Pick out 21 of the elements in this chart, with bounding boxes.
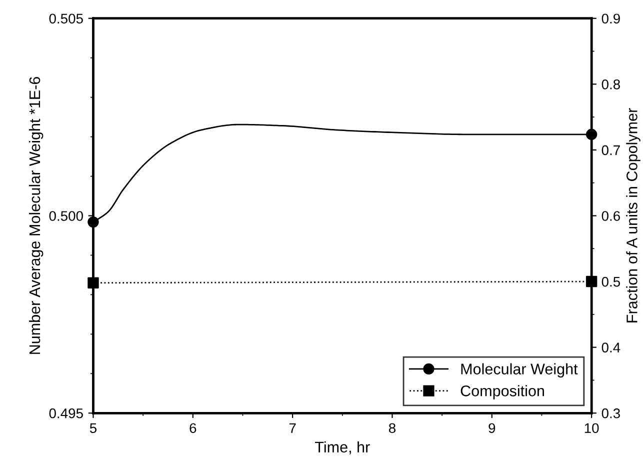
x-axis-title: Time, hr (315, 441, 370, 454)
y2-tick-label: 0.6 (602, 211, 620, 221)
x-tick-label: 7 (289, 423, 296, 433)
x-tick-label: 8 (388, 423, 396, 434)
y2-tick-label: 0.9 (602, 14, 620, 24)
y-tick-label: 0.505 (49, 14, 83, 24)
x-tick-label: 5 (90, 423, 97, 434)
x-tick-label: 10 (584, 423, 599, 434)
y2-tick-label: 0.3 (602, 408, 620, 418)
y-tick-label: 0.495 (49, 408, 83, 418)
y2-tick-label: 0.5 (602, 276, 620, 287)
y2-tick-label: 0.4 (602, 342, 620, 352)
y-axis-title: Number Average Molecular Weight *1E-6 (28, 76, 44, 354)
legend-label: Molecular Weight (461, 363, 578, 378)
y2-tick-label: 0.7 (602, 145, 620, 156)
y-tick-label: 0.500 (49, 211, 83, 221)
y2-axis-title: Fraction of A units in Copolymer (626, 108, 640, 322)
x-tick-label: 6 (190, 423, 196, 434)
y2-tick-label: 0.8 (602, 79, 620, 90)
x-tick-label: 9 (488, 423, 496, 434)
legend-label: Composition (460, 385, 544, 400)
